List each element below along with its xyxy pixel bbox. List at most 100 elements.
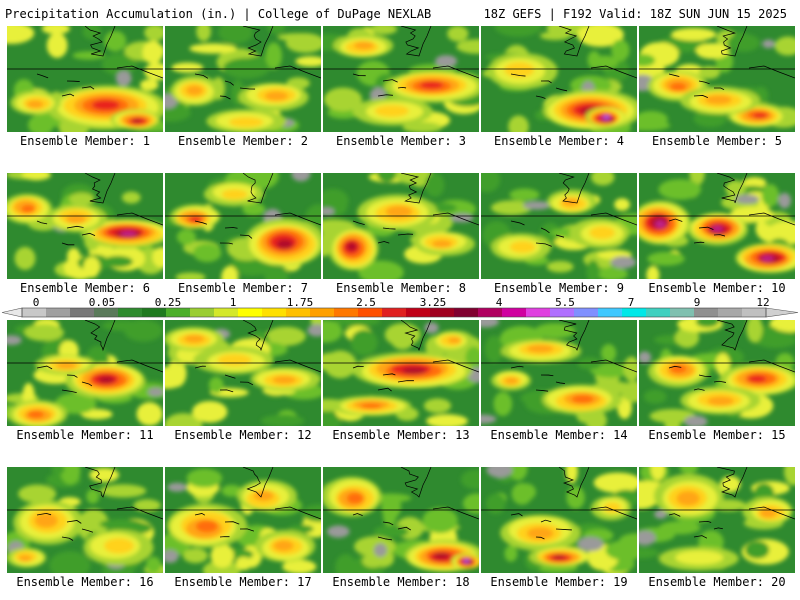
precip-patch (767, 221, 795, 245)
lake-outline (61, 93, 75, 97)
coastline (84, 26, 116, 57)
precip-patch (89, 467, 119, 483)
precip-patch (460, 469, 479, 490)
precip-patch (509, 188, 540, 201)
lake-outline (698, 226, 714, 231)
colorbar-tick-label: 4 (495, 296, 503, 309)
precip-contour-level (553, 555, 566, 560)
lake-outline (540, 227, 550, 234)
precip-contours (323, 173, 476, 279)
precip-contour-level (253, 490, 274, 502)
precip-patch (373, 525, 409, 538)
precip-contour-level (402, 367, 427, 375)
boundary-line (116, 212, 163, 226)
precip-contours (481, 320, 637, 426)
precip-patch (376, 173, 397, 183)
precipitation-field (165, 320, 321, 426)
precip-patch-low (291, 173, 311, 182)
precipitation-field (165, 26, 321, 132)
colorbar-swatch (670, 308, 695, 317)
precip-contours (323, 469, 479, 573)
precip-contour-level (705, 95, 732, 105)
precip-patch (591, 173, 615, 186)
precip-patch (223, 58, 270, 79)
lake-outline (352, 513, 363, 516)
precip-patch-low (654, 509, 668, 519)
ensemble-map-panel (481, 173, 637, 279)
colorbar-swatch (382, 308, 407, 317)
colorbar-frame (21, 307, 767, 318)
ensemble-map-panel (481, 320, 637, 426)
lake-outline (239, 87, 256, 90)
precip-patch (235, 556, 252, 571)
precipitation-field (481, 173, 637, 279)
precip-contour-level (27, 410, 45, 419)
precip-contour-level (34, 513, 58, 528)
precip-patch-low (684, 415, 708, 426)
precipitation-field (323, 173, 479, 279)
precip-patch (165, 413, 203, 426)
colorbar-tick-label: 7 (627, 296, 635, 309)
lake-outline (194, 73, 209, 79)
precip-patch (391, 330, 414, 350)
precip-patch (144, 26, 163, 42)
boundary-line (274, 506, 321, 520)
colorbar-tick-label: 3.25 (419, 296, 447, 309)
precip-patch (402, 122, 442, 132)
precip-patch (176, 229, 196, 245)
ensemble-map-panel (323, 467, 479, 573)
boundary-line (432, 212, 479, 226)
precip-contour-level (131, 119, 142, 124)
precip-contour-level (676, 490, 700, 506)
precip-patch (647, 251, 685, 266)
lake-outline (81, 528, 94, 533)
ensemble-member-label: Ensemble Member: 20 (648, 575, 786, 589)
precip-contour-level (103, 538, 134, 554)
colorbar-swatch (694, 308, 719, 317)
precip-contour-level (56, 362, 77, 369)
precip-patch (210, 543, 234, 568)
precip-patch (101, 53, 137, 76)
ensemble-map-panel (639, 320, 795, 426)
precip-patch (99, 484, 147, 498)
ensemble-map-panel (7, 467, 163, 573)
precipitation-field (165, 173, 321, 279)
precip-contours (323, 320, 479, 426)
precip-contour-level (464, 559, 470, 563)
precip-patch (152, 247, 163, 268)
precip-patch (481, 173, 501, 193)
lake-outline (66, 520, 82, 524)
boundary-line (590, 359, 637, 373)
ensemble-member-label: Ensemble Member: 6 (19, 281, 151, 295)
precip-patch (658, 521, 701, 535)
precip-patch (715, 352, 731, 376)
lake-outline (81, 381, 93, 387)
colorbar-tick-label: 0.05 (88, 296, 116, 309)
ensemble-map-panel (639, 173, 795, 279)
precip-patch (165, 367, 186, 389)
lake-outline (555, 87, 568, 92)
precip-patch (193, 243, 222, 263)
precip-contour-level (707, 396, 735, 406)
ensemble-member-label: Ensemble Member: 4 (493, 134, 625, 148)
lake-outline (66, 225, 84, 229)
precip-patch-low (762, 39, 775, 49)
coastline (242, 173, 274, 204)
coastline (558, 26, 590, 57)
coastline (242, 26, 274, 57)
precip-contours (486, 467, 637, 573)
precip-patch (456, 39, 479, 54)
precip-patch (104, 30, 127, 52)
precip-patch (493, 391, 513, 417)
precip-contours (481, 173, 637, 279)
lake-outline (555, 234, 565, 238)
precip-contour-level (120, 231, 137, 237)
precip-patch (55, 392, 97, 414)
precip-patch (761, 183, 780, 207)
lake-outline (698, 374, 712, 377)
ensemble-map-panel (165, 173, 321, 279)
coastline (242, 467, 274, 498)
ensemble-map-panel (323, 173, 479, 279)
precip-contour-level (420, 81, 444, 89)
precip-patch (196, 26, 212, 42)
